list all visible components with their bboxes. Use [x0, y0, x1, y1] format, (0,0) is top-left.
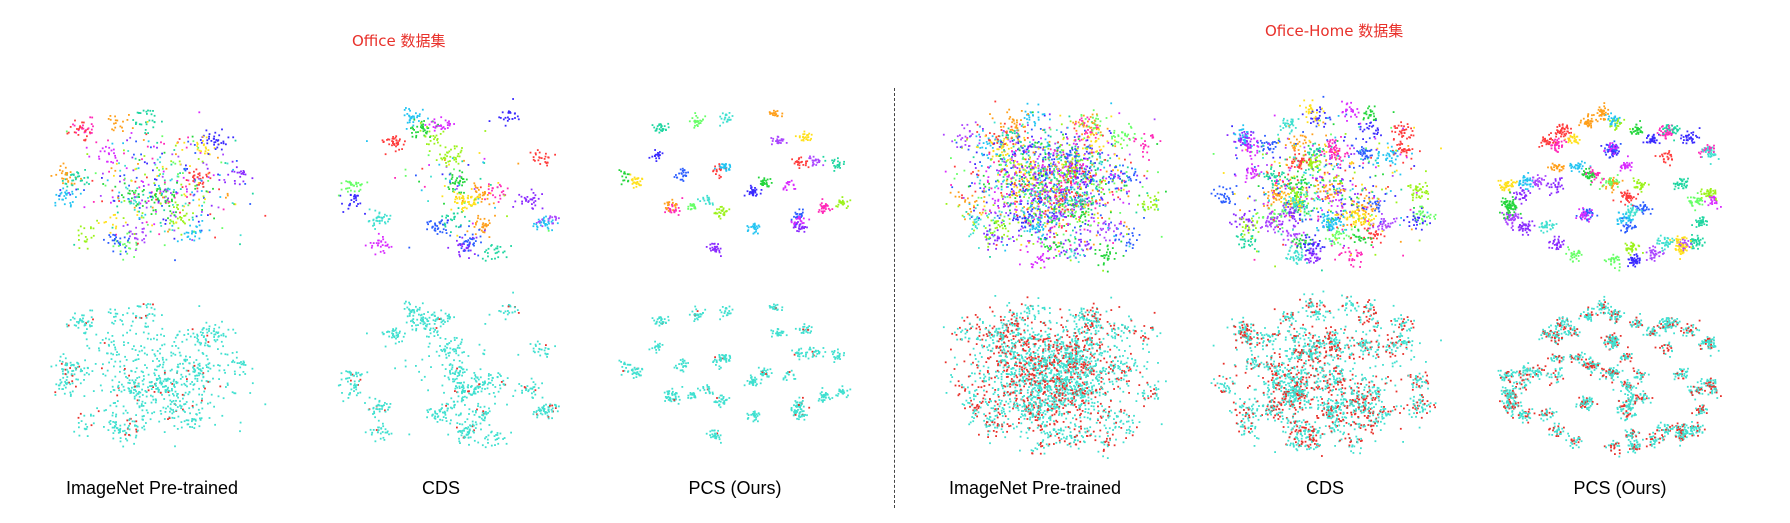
office-pcs-class-plot	[618, 109, 852, 257]
office-imagenet-class-plot	[50, 109, 267, 262]
office-pcs-domain-plot	[618, 303, 852, 444]
point-cloud	[50, 303, 267, 448]
officehome-pcs-class-plot	[1497, 102, 1722, 272]
office-group-title: Office 数据集	[352, 32, 446, 50]
officehome-imagenet-class-plot	[942, 100, 1167, 273]
officehome-cds-class-plot	[1210, 95, 1442, 272]
point-cloud	[1497, 102, 1722, 272]
officehome-pcs-domain-plot	[1497, 295, 1722, 458]
point-cloud	[618, 109, 852, 257]
point-cloud	[618, 303, 852, 444]
panel-label-office-pcs: PCS (Ours)	[688, 478, 782, 498]
point-cloud	[942, 295, 1167, 459]
panel-label-officehome-pcs: PCS (Ours)	[1573, 478, 1667, 498]
dataset-divider	[894, 88, 895, 508]
officehome-group-title: Ofice-Home 数据集	[1265, 22, 1404, 40]
point-cloud	[1210, 95, 1442, 272]
panel-label-officehome-imagenet: ImageNet Pre-trained	[948, 478, 1122, 498]
point-cloud	[337, 98, 560, 262]
point-cloud	[1210, 290, 1442, 457]
panel-label-office-imagenet: ImageNet Pre-trained	[65, 478, 239, 498]
panel-label-office-cds: CDS	[421, 478, 461, 498]
point-cloud	[1497, 295, 1722, 458]
office-cds-domain-plot	[337, 291, 560, 449]
officehome-cds-domain-plot	[1210, 290, 1442, 457]
point-cloud	[337, 291, 560, 449]
officehome-imagenet-domain-plot	[942, 295, 1167, 459]
point-cloud	[50, 109, 267, 262]
office-cds-class-plot	[337, 98, 560, 262]
panel-label-officehome-cds: CDS	[1305, 478, 1345, 498]
office-imagenet-domain-plot	[50, 303, 267, 448]
point-cloud	[942, 100, 1167, 273]
